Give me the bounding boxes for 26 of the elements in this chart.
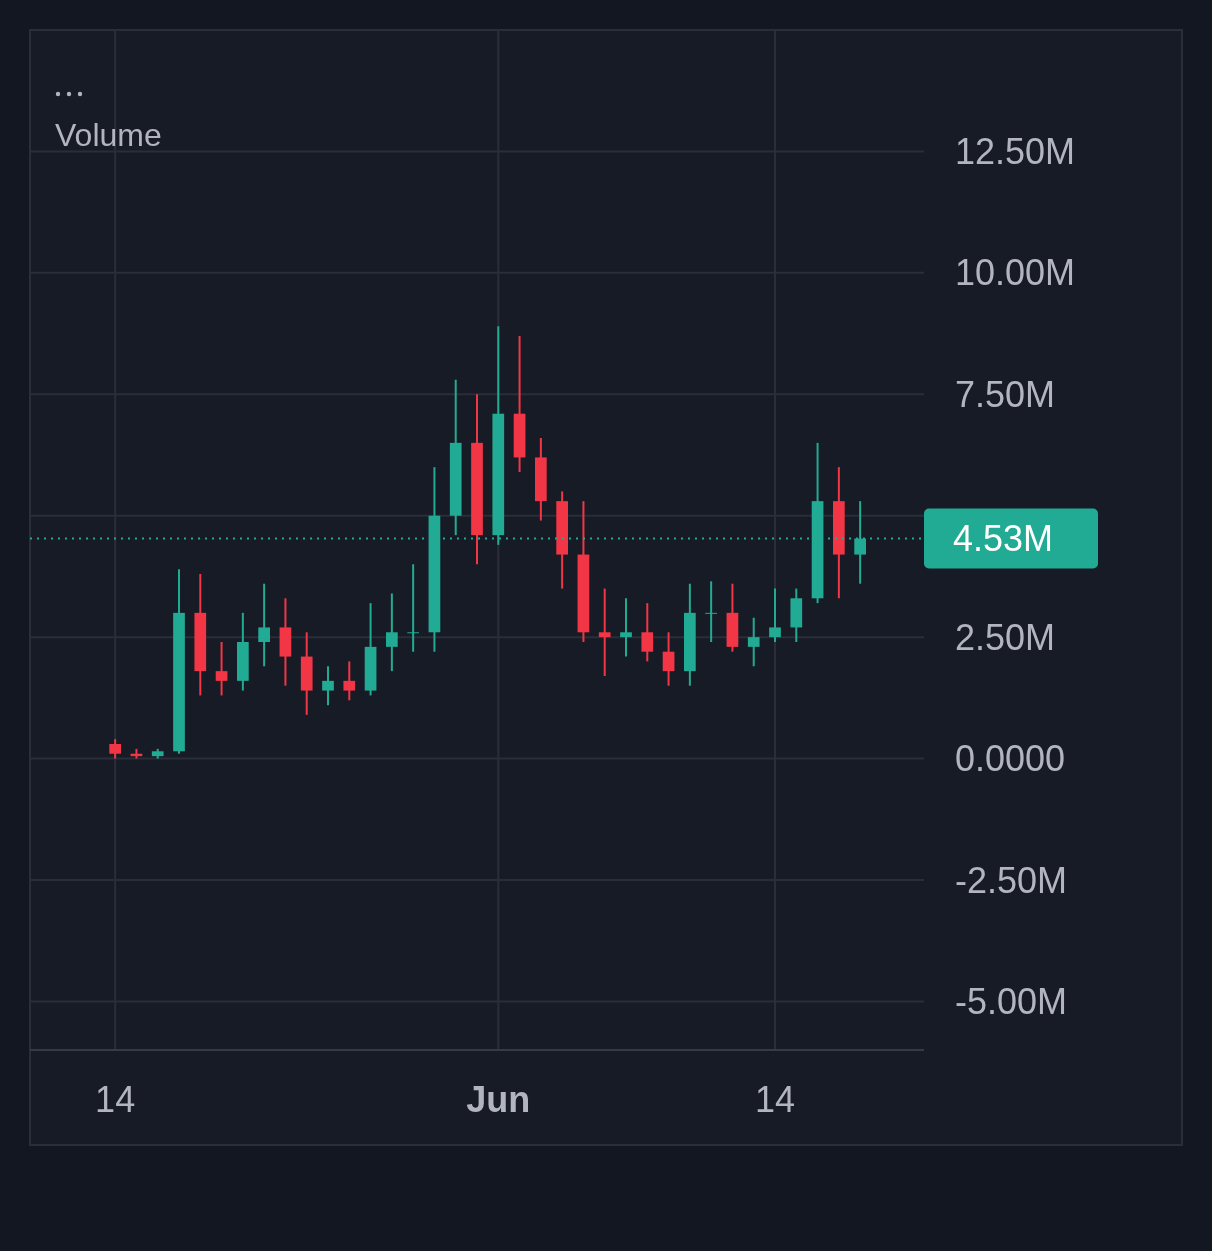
candlestick (258, 582, 270, 668)
y-tick-label: 10.00M (955, 252, 1076, 294)
candlestick (386, 592, 398, 673)
y-tick-label: 12.50M (955, 131, 1076, 173)
x-tick-label: Jun (466, 1079, 531, 1120)
candlestick (215, 641, 228, 697)
candlestick (747, 616, 760, 668)
ref-line-label: 4.53M (953, 518, 1054, 560)
candlestick (343, 660, 356, 702)
candlestick (705, 580, 717, 643)
text: Volume (55, 117, 162, 153)
y-tick-label: 0.0000 (955, 738, 1066, 780)
candlestick (662, 631, 675, 687)
x-tick-label: 14 (95, 1079, 136, 1120)
y-tick-label: -5.00M (955, 981, 1068, 1023)
x-tick-label: 14 (754, 1079, 796, 1120)
candlestick (598, 587, 611, 677)
candlestick (109, 738, 121, 760)
y-tick-label: 2.50M (955, 616, 1056, 658)
candlestick (769, 587, 781, 643)
candlestick (620, 597, 632, 658)
candlestick (407, 563, 419, 653)
candlestick (641, 602, 654, 663)
y-tick-label: -2.50M (955, 859, 1068, 901)
candlestick (322, 665, 334, 707)
y-tick-label: 7.50M (955, 373, 1056, 415)
